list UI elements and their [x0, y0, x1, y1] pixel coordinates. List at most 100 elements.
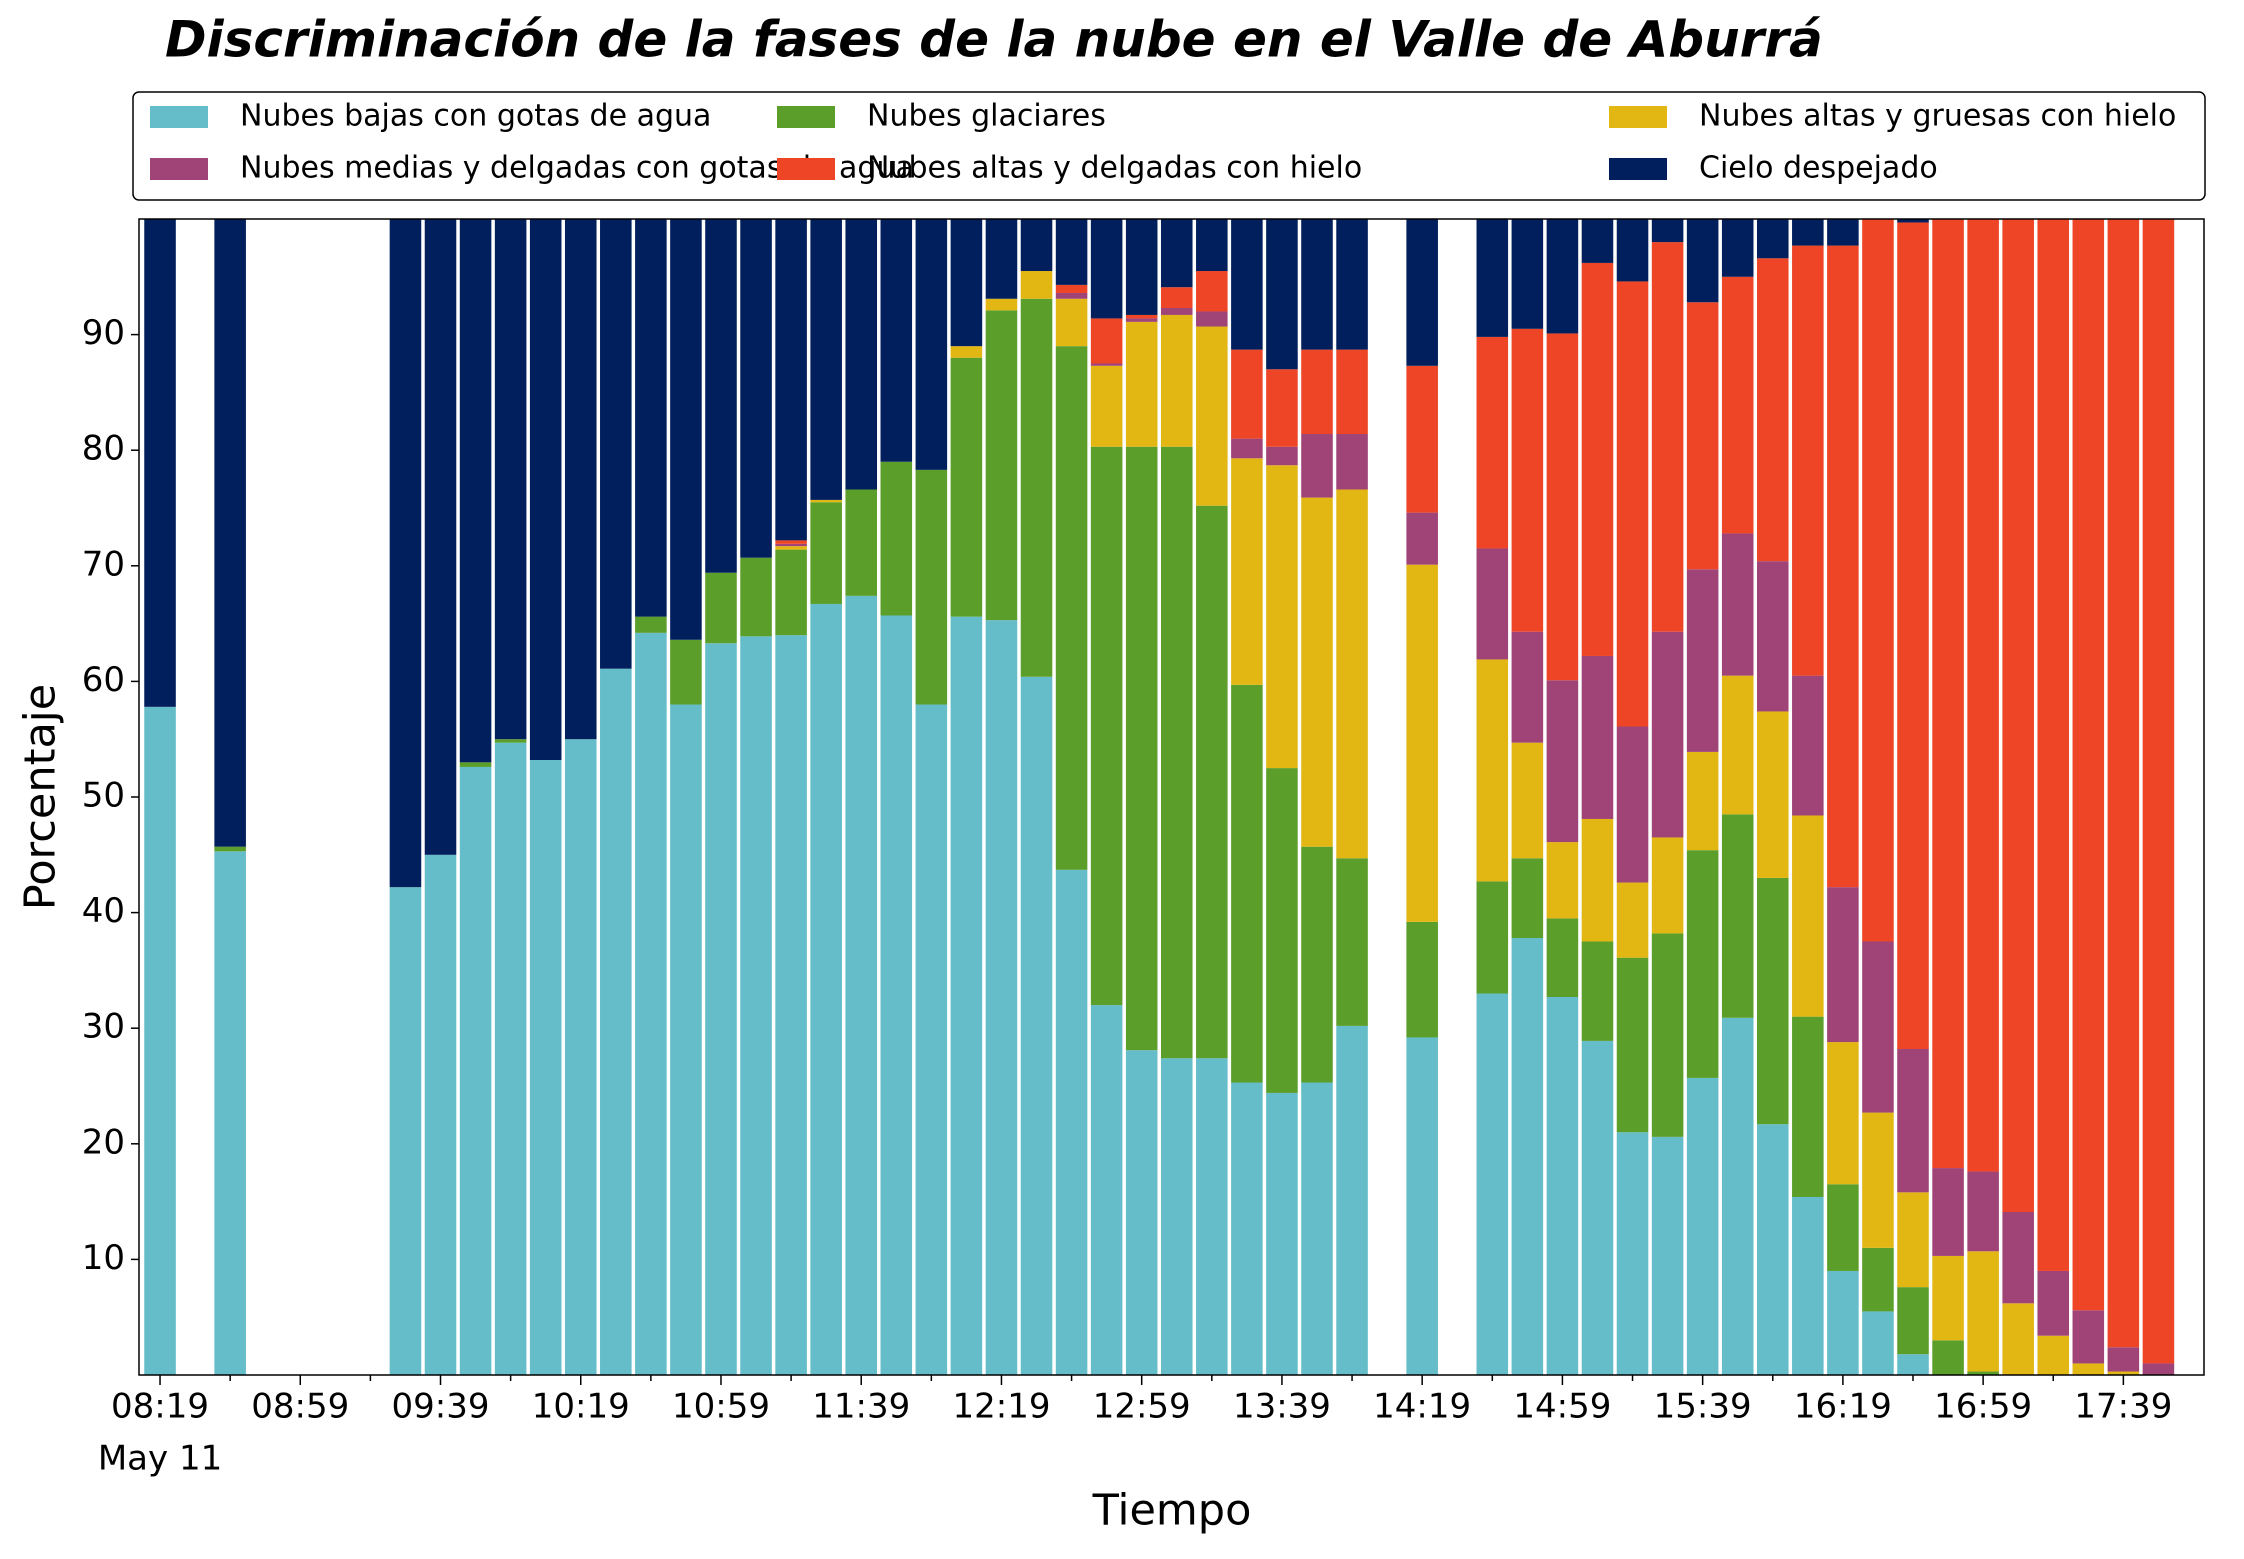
bar-segment [1406, 512, 1438, 565]
bar-segment [1581, 219, 1614, 263]
bar-segment [529, 219, 562, 761]
bar-segment [1827, 887, 1859, 1043]
bar-segment [1476, 219, 1509, 337]
bar-segment [1721, 675, 1754, 815]
bar-segment [775, 549, 807, 636]
x-tick-label: 11:39 [812, 1387, 910, 1427]
bar-segment [1196, 219, 1228, 272]
bar-segment [2072, 1310, 2105, 1364]
bar-segment [1932, 1255, 1964, 1341]
bar-segment [1301, 846, 1333, 1083]
x-tick-label: 08:19 [111, 1387, 209, 1427]
legend-label: Cielo despejado [1699, 151, 1938, 186]
bar-segment [1651, 219, 1684, 243]
bar-segment [950, 219, 983, 347]
bar-segment [1231, 458, 1263, 685]
bar-segment [985, 298, 1018, 311]
bar-segment [1756, 1124, 1789, 1375]
bar-segment [1020, 271, 1053, 299]
bar-segment [1686, 569, 1719, 752]
bar-segment [1862, 219, 1894, 942]
bar-segment [810, 502, 842, 604]
bar-segment [1090, 1005, 1123, 1375]
bar-segment [915, 219, 948, 470]
bar-segment [459, 219, 492, 763]
bar-segment [1336, 434, 1368, 490]
bar-segment [1511, 219, 1544, 329]
bar-segment [1932, 1168, 1964, 1256]
bar-segment [1932, 1340, 1964, 1375]
bar-segment [775, 635, 807, 1375]
bar-segment [1160, 446, 1193, 1059]
x-tick-label: 08:59 [251, 1387, 349, 1427]
bar-segment [1511, 858, 1544, 939]
y-tick-label: 20 [82, 1122, 125, 1162]
bar-segment [1792, 675, 1824, 816]
bar-segment [1336, 1025, 1368, 1375]
bar-segment [1476, 993, 1509, 1375]
bar-segment [1897, 1049, 1929, 1193]
bar-segment [1125, 321, 1158, 447]
bar-segment [670, 704, 702, 1375]
bar-segment [950, 346, 983, 358]
bar-segment [1160, 287, 1193, 309]
bar-segment [1336, 489, 1368, 859]
plot-frame [138, 218, 2205, 1376]
bar-segment [1266, 219, 1298, 370]
bar-segment [1792, 815, 1824, 1017]
bar-segment [2107, 1347, 2140, 1372]
y-tick-label: 50 [82, 776, 125, 816]
bar-segment [1756, 219, 1789, 259]
legend-swatch [1609, 158, 1667, 180]
bar-segment [1651, 1136, 1684, 1375]
bar-segment [1055, 298, 1088, 347]
bar-segment [1301, 219, 1333, 350]
bar-segment [1231, 438, 1263, 459]
bar-segment [1020, 219, 1053, 272]
bar-segment [214, 846, 246, 852]
bar-segment [705, 219, 737, 573]
x-tick-label: 10:19 [532, 1387, 630, 1427]
x-tick-label: 13:39 [1233, 1387, 1331, 1427]
bar-segment [529, 760, 562, 1375]
x-tick-label: 14:19 [1373, 1387, 1471, 1427]
bar-segment [845, 489, 878, 596]
bar-segment [1897, 222, 1929, 1050]
y-tick-label: 90 [82, 313, 125, 353]
bar-segment [564, 219, 597, 740]
bar-segment [1827, 219, 1859, 246]
bar-segment [1581, 262, 1614, 656]
bar-segment [1581, 1040, 1614, 1375]
bar-segment [1301, 497, 1333, 847]
bar-segment [1756, 711, 1789, 878]
bar-segment [1196, 505, 1228, 1059]
bar-segment [600, 668, 632, 1375]
bar-segment [1406, 921, 1438, 1038]
x-tick-label: 10:59 [672, 1387, 770, 1427]
bar-segment [1616, 1132, 1649, 1375]
bar-segment [1476, 548, 1509, 660]
bar-segment [1266, 465, 1298, 769]
bar-segment [1476, 336, 1509, 549]
bar-segment [2002, 1303, 2034, 1375]
bar-segment [1266, 1092, 1298, 1375]
bar-segment [1967, 219, 1999, 1172]
bar-segment [2142, 1363, 2175, 1375]
bar-segment [1756, 258, 1789, 562]
bar-segment [1090, 363, 1123, 366]
x-tick-label: 17:39 [2074, 1387, 2172, 1427]
bar-segment [1511, 742, 1544, 859]
bar-segment [1827, 1270, 1859, 1375]
bar-segment [1581, 655, 1614, 819]
bar-segment [424, 219, 457, 855]
bar-segment [2072, 1363, 2105, 1375]
bar-segment [1792, 245, 1824, 676]
bar-segment [775, 546, 807, 550]
bar-segment [2072, 219, 2105, 1311]
bar-segment [1721, 533, 1754, 676]
bar-segment [1686, 751, 1719, 851]
bar-segment [985, 219, 1018, 299]
x-tick-label: 16:59 [1934, 1387, 2032, 1427]
bar-segment [1406, 365, 1438, 513]
